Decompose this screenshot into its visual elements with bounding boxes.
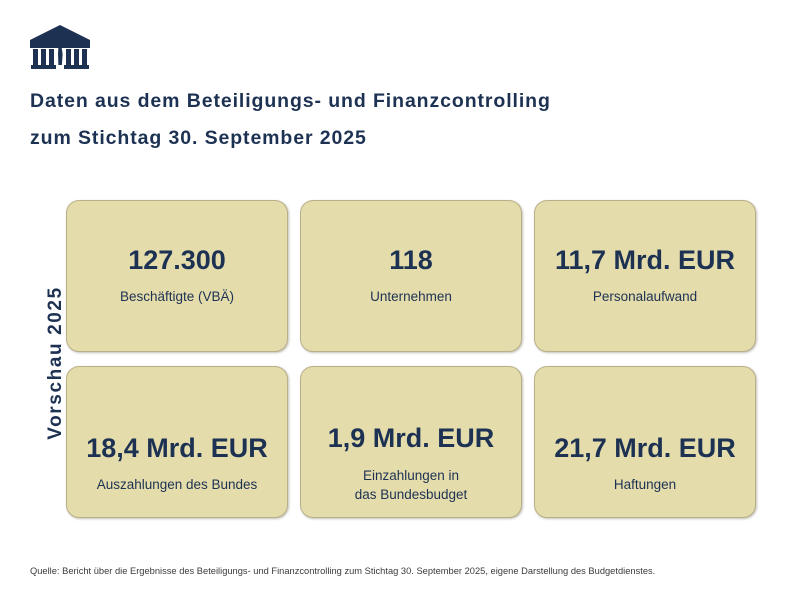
metric-value: 21,7 Mrd. EUR: [554, 433, 736, 464]
metric-card-haftungen: 21,7 Mrd. EUR Haftungen: [534, 366, 756, 518]
metric-card-unternehmen: 118 Unternehmen: [300, 200, 522, 352]
metric-card-content: 127.300 Beschäftigte (VBÄ): [67, 201, 287, 351]
metric-card-content: 21,7 Mrd. EUR Haftungen: [535, 412, 755, 517]
metric-card-grid: 127.300 Beschäftigte (VBÄ) 118 Unternehm…: [66, 200, 756, 520]
metric-value: 1,9 Mrd. EUR: [327, 423, 495, 454]
metric-value: 118: [389, 244, 433, 275]
metric-value: 11,7 Mrd. EUR: [554, 244, 736, 275]
source-note: Quelle: Bericht über die Ergebnisse des …: [30, 566, 656, 576]
metric-label-second-line: das Bundesbudget: [354, 487, 468, 503]
metric-card-content: 18,4 Mrd. EUR Auszahlungen des Bundes: [67, 412, 287, 517]
metric-label: Beschäftigte (VBÄ): [119, 288, 235, 304]
parliament-building-icon: [28, 24, 92, 70]
metric-label: Personalaufwand: [592, 288, 698, 304]
metric-label: Unternehmen: [370, 288, 452, 304]
metric-card-content: 118 Unternehmen: [301, 201, 521, 351]
metric-card-auszahlungen: 18,4 Mrd. EUR Auszahlungen des Bundes: [66, 366, 288, 518]
metric-label: Auszahlungen des Bundes: [96, 477, 258, 493]
metric-card-beschaeftigte: 127.300 Beschäftigte (VBÄ): [66, 200, 288, 352]
metric-value: 127.300: [128, 244, 226, 275]
page-title-line-2: zum Stichtag 30. September 2025: [30, 126, 367, 149]
metric-card-einzahlungen: 1,9 Mrd. EUR Einzahlungen in das Bundesb…: [300, 366, 522, 518]
metric-value: 18,4 Mrd. EUR: [86, 433, 268, 464]
page-title-line-1: Daten aus dem Beteiligungs- und Finanzco…: [30, 90, 551, 112]
metric-label: Haftungen: [613, 477, 677, 493]
metric-card-content: 1,9 Mrd. EUR Einzahlungen in das Bundesb…: [301, 412, 521, 517]
metric-card-personalaufwand: 11,7 Mrd. EUR Personalaufwand: [534, 200, 756, 352]
vertical-section-label: Vorschau 2025: [45, 286, 66, 440]
page-title: Daten aus dem Beteiligungs- und Finanzco…: [30, 90, 750, 165]
metric-card-content: 11,7 Mrd. EUR Personalaufwand: [535, 201, 755, 351]
metric-label: Einzahlungen in: [362, 467, 460, 483]
